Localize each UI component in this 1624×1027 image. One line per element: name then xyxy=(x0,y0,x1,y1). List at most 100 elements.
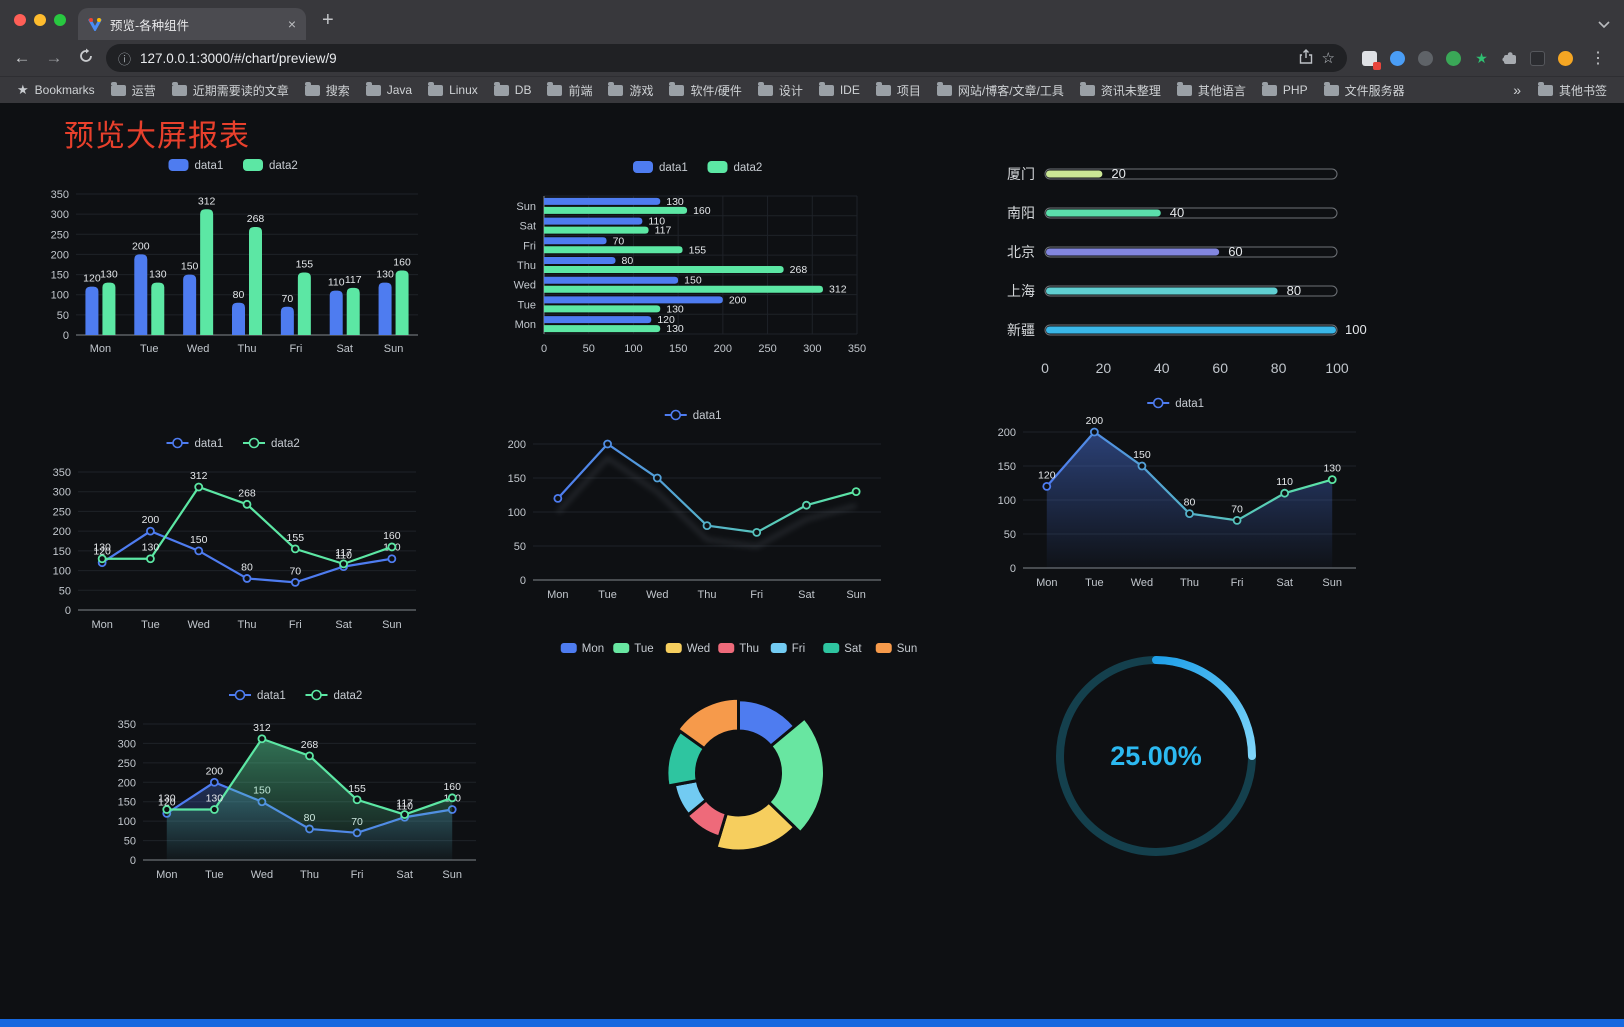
svg-text:312: 312 xyxy=(190,470,208,482)
svg-text:155: 155 xyxy=(287,532,305,544)
svg-text:70: 70 xyxy=(282,293,294,305)
svg-text:60: 60 xyxy=(1212,360,1228,376)
bookmark-folder[interactable]: PHP xyxy=(1255,79,1315,102)
svg-text:130: 130 xyxy=(93,542,111,554)
folder-icon xyxy=(171,81,187,96)
bookmark-folder[interactable]: 近期需要读的文章 xyxy=(165,79,296,102)
bookmark-folder[interactable]: Java xyxy=(359,79,419,102)
svg-text:300: 300 xyxy=(803,343,821,355)
extension-dark-circle-icon[interactable] xyxy=(1417,50,1434,67)
svg-text:110: 110 xyxy=(1276,476,1293,488)
svg-text:350: 350 xyxy=(848,343,866,355)
svg-text:250: 250 xyxy=(758,343,776,355)
extensions-puzzle-icon[interactable] xyxy=(1501,50,1518,67)
svg-text:0: 0 xyxy=(63,330,69,342)
profile-avatar[interactable] xyxy=(1557,50,1574,67)
svg-text:160: 160 xyxy=(443,781,461,793)
browser-tab[interactable]: 预览-各种组件 × xyxy=(78,8,306,40)
url-text[interactable]: 127.0.0.1:3000/#/chart/preview/9 xyxy=(140,50,337,66)
folder-icon xyxy=(493,81,509,96)
svg-text:150: 150 xyxy=(190,534,208,546)
svg-text:data1: data1 xyxy=(693,410,722,422)
svg-text:Fri: Fri xyxy=(750,589,763,601)
bookmark-folder[interactable]: IDE xyxy=(812,79,867,102)
site-info-icon[interactable]: ⓘ xyxy=(118,51,132,67)
bookmarks-bar: ★ Bookmarks 运营 近期需要读的文章 搜索 Java Linux DB 前端 游戏 软… xyxy=(0,77,1624,103)
back-button[interactable]: ← xyxy=(13,48,31,67)
svg-text:312: 312 xyxy=(829,284,847,296)
bookmark-folder[interactable]: DB xyxy=(487,79,539,102)
svg-text:Fri: Fri xyxy=(1231,577,1244,589)
window-controls xyxy=(14,14,66,26)
svg-text:130: 130 xyxy=(1323,463,1341,475)
bookmark-folder[interactable]: 设计 xyxy=(751,79,810,102)
forward-button[interactable]: → xyxy=(45,48,63,67)
svg-text:Sun: Sun xyxy=(1322,577,1342,589)
svg-text:Fri: Fri xyxy=(351,869,364,881)
address-bar[interactable]: ⓘ 127.0.0.1:3000/#/chart/preview/9 ☆ xyxy=(106,44,1347,72)
bookmark-folder[interactable]: 文件服务器 xyxy=(1317,79,1412,102)
svg-text:130: 130 xyxy=(666,303,684,315)
svg-text:40: 40 xyxy=(1170,205,1184,220)
svg-text:268: 268 xyxy=(301,739,319,751)
svg-text:130: 130 xyxy=(158,792,176,804)
tab-strip: 预览-各种组件 × + xyxy=(0,0,1624,40)
svg-text:200: 200 xyxy=(508,439,526,451)
bookmark-folder[interactable]: 项目 xyxy=(869,79,928,102)
bookmark-folder-label: IDE xyxy=(839,83,860,97)
svg-text:120: 120 xyxy=(83,273,101,285)
other-bookmarks-folder[interactable]: 其他书签 xyxy=(1531,79,1614,102)
browser-menu-icon[interactable]: ⋮ xyxy=(1590,50,1606,67)
svg-text:Fri: Fri xyxy=(792,643,805,655)
bookmark-folder[interactable]: 网站/博客/文章/工具 xyxy=(930,79,1071,102)
window-close-button[interactable] xyxy=(14,14,26,26)
svg-text:Wed: Wed xyxy=(646,589,668,601)
svg-text:268: 268 xyxy=(790,264,808,276)
svg-text:Mon: Mon xyxy=(582,643,604,655)
svg-text:Sun: Sun xyxy=(442,869,462,881)
bookmark-folder[interactable]: 资讯未整理 xyxy=(1073,79,1168,102)
bookmark-folder[interactable]: 游戏 xyxy=(601,79,660,102)
svg-text:200: 200 xyxy=(118,777,136,789)
bookmark-folder[interactable]: Linux xyxy=(421,79,485,102)
svg-text:0: 0 xyxy=(541,343,547,355)
svg-text:data2: data2 xyxy=(734,162,763,174)
svg-text:20: 20 xyxy=(1096,360,1112,376)
window-zoom-button[interactable] xyxy=(54,14,66,26)
svg-text:北京: 北京 xyxy=(1007,244,1035,260)
share-icon[interactable] xyxy=(1299,48,1313,68)
svg-text:120: 120 xyxy=(1038,469,1056,481)
bookmark-folder[interactable]: 软件/硬件 xyxy=(662,79,748,102)
svg-text:100: 100 xyxy=(624,343,642,355)
extension-badged-icon[interactable] xyxy=(1361,50,1381,70)
svg-text:60: 60 xyxy=(1228,244,1242,259)
bookmark-folder[interactable]: 运营 xyxy=(104,79,163,102)
extension-blue-icon[interactable] xyxy=(1389,50,1406,67)
svg-text:0: 0 xyxy=(130,855,136,867)
bookmark-folder[interactable]: 搜索 xyxy=(298,79,357,102)
bookmarks-overflow-chevron[interactable]: » xyxy=(1513,82,1521,98)
window-minimize-button[interactable] xyxy=(34,14,46,26)
reload-button[interactable] xyxy=(74,48,98,69)
bookmark-folder[interactable]: 其他语言 xyxy=(1170,79,1253,102)
bookmark-folder[interactable]: 前端 xyxy=(540,79,599,102)
new-tab-button[interactable]: + xyxy=(322,9,334,31)
svg-text:117: 117 xyxy=(655,225,672,237)
svg-text:Sun: Sun xyxy=(846,589,866,601)
extensions-area: ★ xyxy=(1355,50,1580,70)
svg-text:Sat: Sat xyxy=(335,619,352,631)
svg-text:Sat: Sat xyxy=(519,221,536,233)
svg-text:Mon: Mon xyxy=(547,589,568,601)
tab-close-icon[interactable]: × xyxy=(287,16,296,32)
bookmarks-root-item[interactable]: ★ Bookmarks xyxy=(10,79,102,101)
tab-search-chevron-icon[interactable] xyxy=(1598,16,1610,34)
svg-text:Thu: Thu xyxy=(1180,577,1199,589)
dark-reader-icon[interactable] xyxy=(1529,50,1546,67)
svg-text:50: 50 xyxy=(124,836,136,848)
bookmark-folder-label: 设计 xyxy=(778,83,803,98)
svg-text:Mon: Mon xyxy=(156,869,177,881)
extension-green-star-icon[interactable]: ★ xyxy=(1475,50,1488,66)
svg-text:Thu: Thu xyxy=(517,260,536,272)
bookmark-star-icon[interactable]: ☆ xyxy=(1321,50,1335,67)
extension-green-circle-icon[interactable] xyxy=(1445,50,1462,67)
